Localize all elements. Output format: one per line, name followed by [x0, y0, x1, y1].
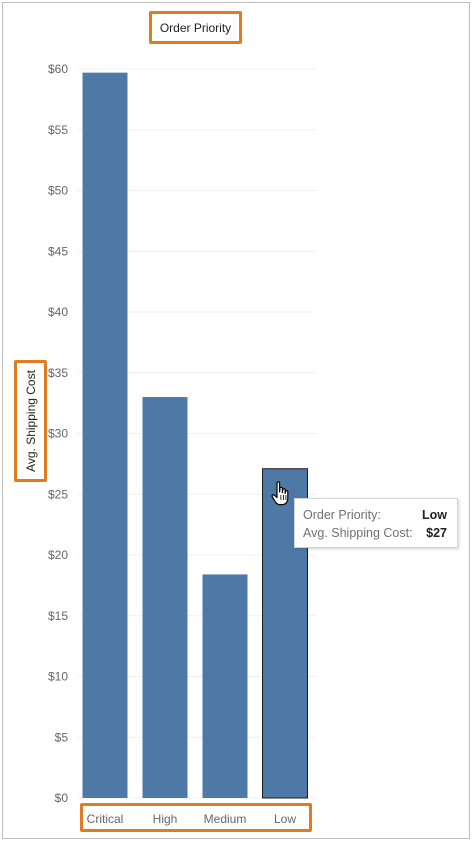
y-tick-label: $45 [48, 244, 68, 258]
bar-critical[interactable] [82, 72, 128, 798]
y-axis-ticks: $0 $5 $10 $15 $20 $25 $30 $35 $40 $45 $50 $55 $60 [48, 62, 68, 805]
x-tick-label: Critical [87, 812, 124, 826]
bars [82, 72, 308, 799]
y-tick-label: $10 [48, 670, 68, 684]
y-axis-label-highlight[interactable]: Avg. Shipping Cost [14, 360, 47, 482]
tooltip-row-priority: Order Priority: Low [303, 508, 447, 526]
y-tick-label: $20 [48, 548, 68, 562]
x-tick-label: Low [274, 812, 296, 826]
chart-title: Order Priority [159, 21, 232, 35]
y-axis-label: Avg. Shipping Cost [23, 370, 38, 472]
y-tick-label: $5 [55, 730, 69, 744]
tooltip: Order Priority: Low Avg. Shipping Cost: … [294, 498, 458, 548]
tooltip-value: Low [422, 508, 447, 522]
y-tick-label: $35 [48, 366, 68, 380]
y-tick-label: $40 [48, 305, 68, 319]
y-tick-label: $30 [48, 427, 68, 441]
x-axis-highlight [80, 803, 312, 832]
tooltip-row-cost: Avg. Shipping Cost: $27 [303, 526, 447, 544]
tooltip-key: Order Priority: [303, 508, 381, 522]
chart-title-highlight[interactable]: Order Priority [149, 11, 242, 44]
bar-medium[interactable] [202, 574, 248, 798]
x-tick-label: High [153, 812, 178, 826]
tooltip-value: $27 [426, 526, 447, 540]
hand-pointer-icon [271, 481, 289, 506]
y-tick-label: $0 [55, 791, 69, 805]
x-tick-label: Medium [204, 812, 247, 826]
y-tick-label: $55 [48, 123, 68, 137]
y-tick-label: $60 [48, 62, 68, 76]
x-axis-ticks: Critical High Medium Low [87, 812, 297, 826]
y-tick-label: $50 [48, 184, 68, 198]
tooltip-key: Avg. Shipping Cost: [303, 526, 413, 540]
y-tick-label: $25 [48, 487, 68, 501]
bar-high[interactable] [142, 397, 188, 798]
y-tick-label: $15 [48, 609, 68, 623]
